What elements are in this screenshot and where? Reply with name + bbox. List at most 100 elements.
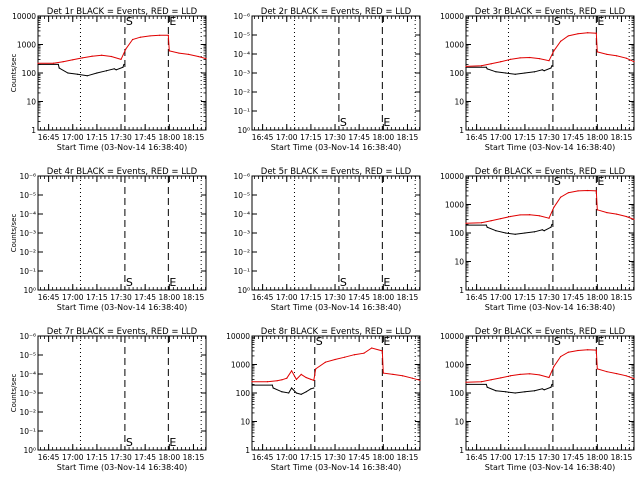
marker-label-s: S	[340, 276, 347, 289]
data-point-events	[504, 391, 507, 393]
x-tick-label: 17:30	[110, 293, 132, 302]
y-tick-label: 10⁻⁶	[19, 332, 36, 341]
y-tick-label: 100	[450, 69, 465, 78]
y-tick-label: 10⁻¹	[19, 427, 36, 436]
data-point-lld	[490, 220, 492, 222]
data-point-lld	[371, 347, 373, 349]
data-point-events	[76, 73, 79, 75]
data-point-events	[465, 224, 467, 226]
x-tick-label: 17:45	[134, 133, 156, 142]
data-point-lld	[633, 378, 635, 380]
marker-label-e: E	[383, 335, 390, 348]
data-point-events	[57, 63, 59, 66]
x-axis-label: Start Time (03-Nov-14 16:38:40)	[57, 303, 187, 312]
series-line-lld	[465, 189, 635, 224]
data-point-lld	[625, 57, 627, 59]
y-tick-label: 10⁻²	[233, 88, 250, 97]
y-tick-label: 10⁻³	[19, 229, 36, 238]
series-line-lld	[252, 347, 421, 383]
data-point-lld	[251, 381, 253, 383]
data-point-lld	[606, 53, 608, 55]
x-tick-label: 17:15	[300, 453, 322, 462]
marker-label-e: E	[597, 175, 604, 188]
data-point-events	[251, 384, 253, 386]
y-tick-label: 10⁻¹	[19, 267, 36, 276]
y-tick-label: 10⁻⁶	[233, 12, 250, 21]
data-point-lld	[324, 361, 326, 363]
data-point-events	[514, 392, 516, 394]
data-point-events	[550, 226, 552, 228]
data-point-lld	[596, 209, 598, 211]
y-tick-label: 1	[459, 286, 464, 295]
data-point-lld	[509, 215, 512, 218]
y-tick-label: 1	[459, 126, 464, 135]
marker-label-e: E	[597, 335, 604, 348]
data-point-lld	[168, 50, 170, 52]
data-point-lld	[286, 377, 288, 379]
data-point-events	[300, 393, 302, 395]
data-point-events	[541, 69, 543, 71]
data-point-events	[115, 69, 117, 71]
data-point-lld	[465, 65, 467, 68]
x-tick-label: 17:15	[86, 293, 108, 302]
data-point-lld	[381, 350, 383, 352]
data-point-events	[541, 388, 543, 390]
y-axis-label: Counts/sec	[10, 374, 18, 413]
marker-label-s: S	[126, 436, 133, 449]
data-point-lld	[315, 368, 317, 370]
y-axis-label: Counts/sec	[10, 54, 18, 93]
y-tick-label: 10	[26, 98, 36, 107]
y-tick-label: 10⁻³	[233, 69, 250, 78]
x-tick-label: 17:30	[324, 133, 346, 142]
data-point-lld	[500, 377, 502, 379]
y-tick-label: 10⁰	[237, 286, 250, 295]
y-tick-label: 1	[459, 446, 464, 455]
data-point-lld	[553, 206, 555, 208]
data-point-events	[514, 233, 516, 235]
data-point-events	[524, 391, 526, 393]
y-tick-label: 10⁻⁴	[233, 210, 250, 219]
data-point-lld	[81, 57, 84, 59]
data-point-lld	[595, 32, 597, 34]
data-point-lld	[480, 65, 483, 67]
x-tick-label: 16:45	[252, 293, 274, 302]
data-point-events	[295, 392, 298, 394]
series-line-events	[38, 63, 125, 77]
data-point-lld	[334, 358, 336, 361]
data-point-events	[281, 391, 283, 393]
data-point-events	[37, 63, 39, 66]
data-point-lld	[465, 381, 467, 383]
y-tick-label: 10⁻⁴	[233, 50, 250, 59]
panel-title: Det 9r BLACK = Events, RED = LLD	[475, 327, 626, 337]
marker-label-s: S	[316, 335, 323, 348]
data-point-lld	[519, 373, 521, 375]
panel-title: Det 1r BLACK = Events, RED = LLD	[47, 7, 198, 17]
data-point-events	[504, 72, 507, 74]
detector-panel-7: Det 7r BLACK = Events, RED = LLD S E 10⁰ 10⁻…	[10, 327, 207, 472]
data-point-lld	[419, 379, 421, 381]
y-tick-label: 10⁻⁴	[19, 210, 36, 219]
data-point-lld	[529, 214, 531, 216]
y-tick-label: 100	[450, 229, 465, 238]
data-point-events	[271, 384, 273, 386]
data-point-lld	[72, 59, 74, 61]
x-tick-label: 16:45	[252, 453, 274, 462]
y-tick-label: 10⁻²	[19, 248, 36, 257]
data-point-lld	[465, 222, 467, 224]
data-point-lld	[529, 56, 531, 59]
data-point-lld	[392, 373, 394, 375]
data-point-events	[272, 387, 274, 389]
panel-title: Det 4r BLACK = Events, RED = LLD	[47, 167, 198, 177]
series-line-lld	[465, 32, 635, 67]
data-point-lld	[633, 61, 635, 63]
data-point-lld	[91, 55, 93, 57]
data-point-events	[313, 387, 315, 389]
x-tick-label: 18:15	[183, 133, 205, 142]
data-point-lld	[37, 62, 39, 64]
x-tick-label: 17:45	[562, 293, 584, 302]
data-point-lld	[310, 378, 312, 381]
x-tick-label: 17:15	[514, 453, 536, 462]
data-point-lld	[606, 371, 608, 373]
data-point-events	[486, 68, 488, 70]
